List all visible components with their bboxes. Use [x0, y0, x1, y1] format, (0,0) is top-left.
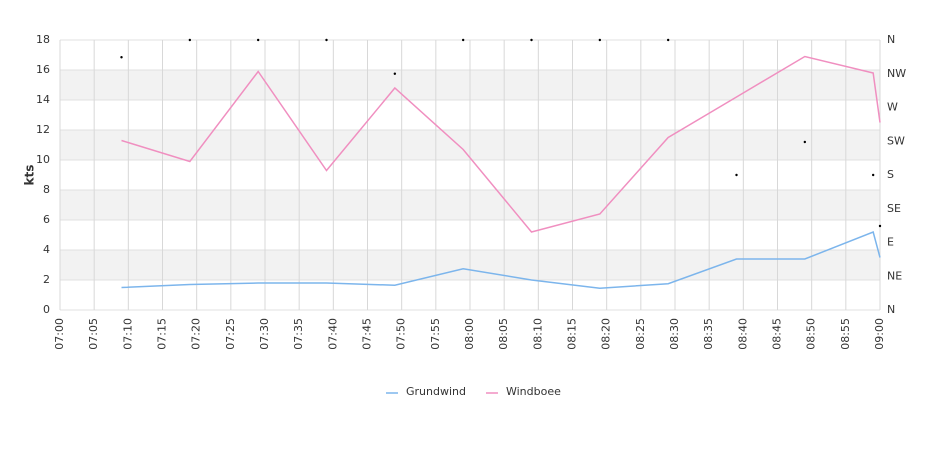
y-tick-label: 16: [36, 63, 50, 76]
line-series: [121, 230, 881, 290]
x-tick-label: 07:05: [87, 318, 100, 350]
direction-dot: [325, 38, 328, 42]
y2-tick-label: NE: [887, 269, 902, 282]
y-axis-label: kts: [23, 165, 37, 186]
y2-tick-label: N: [887, 303, 895, 316]
x-tick-label: 07:50: [395, 318, 408, 350]
legend-label: Windboee: [506, 385, 561, 398]
direction-dot: [461, 38, 465, 42]
x-tick-label: 08:20: [600, 318, 613, 350]
x-tick-label: 08:35: [702, 318, 715, 350]
x-tick-label: 07:40: [326, 318, 339, 350]
y-tick-label: 18: [36, 33, 50, 46]
y-tick-label: 8: [43, 183, 50, 196]
x-tick-label: 07:35: [292, 318, 305, 350]
y2-tick-label: N: [887, 33, 895, 46]
y-tick-label: 12: [36, 123, 50, 136]
direction-dot: [871, 173, 875, 177]
x-tick-label: 08:45: [771, 318, 784, 350]
x-tick-label: 08:30: [668, 318, 681, 350]
direction-dot: [735, 173, 738, 177]
y2-tick-label: SW: [887, 134, 905, 147]
y-tick-label: 10: [36, 153, 50, 166]
x-tick-label: 07:45: [361, 318, 374, 350]
direction-dot: [393, 72, 397, 75]
x-tick-label: 07:00: [53, 318, 66, 350]
x-tick-label: 09:00: [873, 318, 886, 350]
y-tick-label: 4: [43, 243, 50, 256]
x-tick-label: 08:10: [531, 318, 544, 350]
y2-tick-label: SE: [887, 202, 901, 215]
x-tick-label: 07:55: [429, 318, 442, 350]
x-tick-label: 07:20: [190, 318, 203, 350]
y2-tick-label: NW: [887, 67, 906, 80]
direction-dot: [120, 56, 123, 59]
direction-dot: [878, 224, 882, 228]
x-tick-label: 08:50: [805, 318, 818, 350]
y-tick-label: 14: [36, 93, 50, 106]
y2-tick-label: E: [887, 236, 894, 249]
direction-dot: [666, 38, 670, 42]
line-series: [121, 55, 881, 233]
x-tick-label: 08:40: [736, 318, 749, 350]
x-tick-label: 07:15: [156, 318, 169, 350]
y2-tick-label: W: [887, 101, 898, 114]
x-tick-label: 07:30: [258, 318, 271, 350]
direction-dot: [188, 38, 192, 42]
y-tick-label: 2: [43, 273, 50, 286]
x-tick-label: 08:25: [634, 318, 647, 350]
x-tick-label: 08:15: [566, 318, 579, 350]
x-tick-label: 08:55: [839, 318, 852, 350]
x-tick-label: 08:05: [497, 318, 510, 350]
y2-tick-label: S: [887, 168, 894, 181]
direction-dot: [530, 38, 533, 42]
legend-label: Grundwind: [406, 385, 466, 398]
x-tick-label: 07:10: [121, 318, 134, 350]
direction-dot: [256, 38, 260, 42]
direction-dot: [803, 140, 807, 144]
y-tick-label: 0: [43, 303, 50, 316]
direction-dot: [598, 38, 602, 42]
y-tick-label: 6: [43, 213, 50, 226]
x-tick-label: 08:00: [463, 318, 476, 350]
x-tick-label: 07:25: [224, 318, 237, 350]
